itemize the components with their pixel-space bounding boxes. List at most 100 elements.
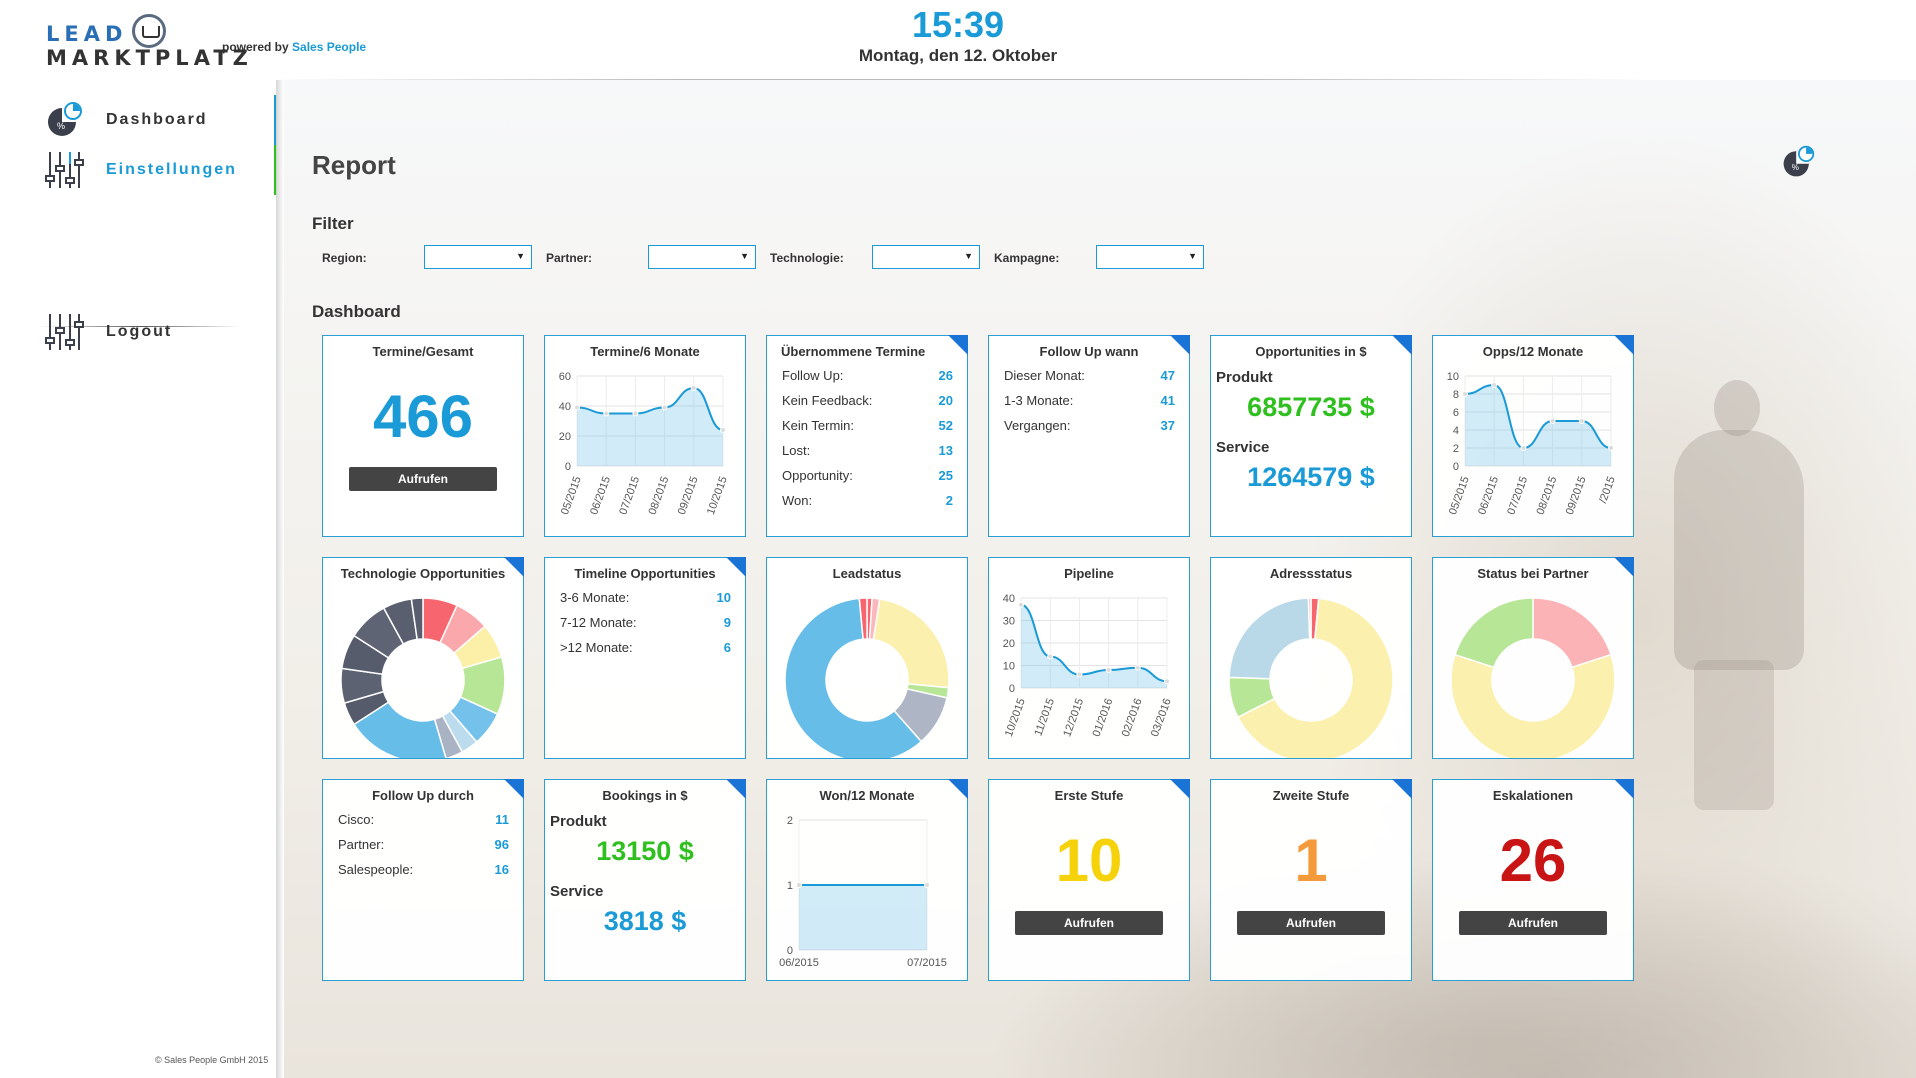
- dashboard-pie-icon[interactable]: %: [1780, 144, 1816, 180]
- data-point: [603, 410, 610, 417]
- technologie-select[interactable]: ▼: [872, 245, 980, 269]
- card-pipeline: Pipeline 0 10 20 30 40 10/2015 11/2015 12/2015 0…: [988, 557, 1190, 759]
- open-eskalationen-button[interactable]: Aufrufen: [1459, 911, 1607, 935]
- sidebar-item-label: Dashboard: [106, 111, 208, 128]
- x-tick-label: 09/2015: [676, 475, 701, 516]
- data-point: [924, 882, 930, 888]
- technologie-donut-chart: [340, 597, 506, 758]
- logo-tagline: powered by Sales People: [222, 40, 367, 54]
- sidebar: % Dashboard Einstellungen: [0, 80, 278, 1078]
- x-tick-label: 07/2015: [907, 957, 947, 969]
- card-title: Eskalationen: [1492, 788, 1574, 803]
- opps-12m-area-chart: 0 2 4 6 8 10 05/2015 06/2015 07/2015 08/2015 09/20…: [1447, 371, 1618, 516]
- y-tick-label: 2: [787, 815, 793, 827]
- x-tick-label: 06/2015: [779, 957, 819, 969]
- erste-stufe-value: 10: [1055, 827, 1123, 894]
- card-title: Status bei Partner: [1477, 566, 1589, 581]
- adressstatus-donut-chart: [1228, 597, 1394, 758]
- data-point: [1047, 653, 1054, 660]
- filter-label-region: Region:: [322, 251, 367, 265]
- nav-active-marker: [274, 95, 277, 145]
- data-point: [1164, 678, 1170, 685]
- y-tick-label: 40: [559, 401, 571, 413]
- card-timeline-opportunities: Timeline Opportunities 3-6 Monate: 10 7-1…: [544, 557, 746, 759]
- series-area: [799, 885, 927, 950]
- x-tick-label: 10/2015: [1003, 697, 1028, 738]
- partner-select[interactable]: ▼: [648, 245, 756, 269]
- data-point: [1105, 667, 1112, 673]
- donut-slice: [872, 598, 950, 689]
- sidebar-item-dashboard[interactable]: % Dashboard: [44, 100, 276, 140]
- product-bookings-value: 13150 $: [596, 836, 694, 866]
- data-point: [632, 410, 639, 417]
- open-zweite-stufe-button[interactable]: Aufrufen: [1237, 911, 1385, 935]
- y-tick-label: 0: [1009, 683, 1015, 695]
- list-item: 3-6 Monate: 10: [560, 590, 731, 605]
- dashboard-title: Dashboard: [312, 302, 401, 321]
- card-title: Übernommene Termine: [781, 344, 926, 359]
- open-erste-stufe-button[interactable]: Aufrufen: [1015, 911, 1163, 935]
- x-tick-label: 05/2015: [559, 475, 584, 516]
- y-tick-label: 1: [787, 880, 793, 892]
- y-tick-label: 0: [1453, 461, 1459, 473]
- card-title: Termine/Gesamt: [372, 344, 474, 359]
- card-won-12-monate: Won/12 Monate 0 1 2 06/2015 07/2015: [766, 779, 968, 981]
- sliders-icon: [45, 152, 84, 188]
- card-follow-up-durch: Follow Up durch Cisco: 11 Partner: 96 Sale…: [322, 779, 524, 981]
- x-tick-label: 05/2015: [1447, 475, 1472, 516]
- pipeline-area-chart: 0 10 20 30 40 10/2015 11/2015 12/2015 01/2016 02/…: [1003, 593, 1174, 738]
- card-erste-stufe: Erste Stufe 10 Aufrufen: [988, 779, 1190, 981]
- app-logo[interactable]: LEADMARKTPLATZ powered by Sales People: [46, 14, 376, 70]
- nav-active-marker: [274, 145, 277, 195]
- status-partner-donut-chart: [1450, 597, 1616, 758]
- data-point: [690, 385, 697, 391]
- background-hiker-image: [1644, 380, 1824, 810]
- series-area: [1465, 385, 1611, 466]
- card-title: Bookings in $: [602, 788, 688, 803]
- header-divider: [270, 79, 1650, 80]
- y-tick-label: 0: [787, 945, 793, 957]
- sidebar-item-label: Einstellungen: [106, 161, 237, 178]
- termine-6m-area-chart: 0 20 40 60 05/2015 06/2015 07/2015 08/2015 09/20…: [559, 371, 730, 516]
- won-12m-area-chart: 0 1 2 06/2015 07/2015: [779, 815, 947, 969]
- zweite-stufe-value: 1: [1294, 827, 1328, 894]
- data-point: [1578, 418, 1585, 424]
- card-termine-gesamt: Termine/Gesamt 466 Aufrufen: [322, 335, 524, 537]
- x-tick-label: 02/2016: [1120, 697, 1145, 738]
- open-appointments-button[interactable]: Aufrufen: [349, 467, 497, 491]
- card-eskalationen: Eskalationen 26 Aufrufen: [1432, 779, 1634, 981]
- copyright: © Sales People GmbH 2015: [155, 1055, 269, 1065]
- list-item: 1-3 Monate: 41: [1004, 393, 1175, 408]
- y-tick-label: 8: [1453, 389, 1459, 401]
- card-follow-up-wann: Follow Up wann Dieser Monat: 47 1-3 Monat…: [988, 335, 1190, 537]
- card-technologie-opportunities: Technologie Opportunities: [322, 557, 524, 759]
- list-item: 7-12 Monate: 9: [560, 615, 731, 630]
- product-label: Produkt: [550, 813, 607, 830]
- kampagne-select[interactable]: ▼: [1096, 245, 1204, 269]
- card-title: Termine/6 Monate: [590, 344, 700, 359]
- card-uebernommene-termine: Übernommene Termine Follow Up: 26 Kein Fe…: [766, 335, 968, 537]
- data-point: [1462, 391, 1468, 397]
- service-opportunities-value: 1264579 $: [1247, 462, 1375, 492]
- x-tick-label: 12/2015: [1061, 697, 1086, 738]
- card-title: Follow Up wann: [1039, 344, 1139, 359]
- series-area: [1021, 604, 1167, 688]
- dropdown-arrow-icon: ▼: [740, 251, 749, 261]
- donut-slice: [784, 597, 923, 758]
- data-point: [720, 427, 726, 433]
- card-title: Won/12 Monate: [819, 788, 915, 803]
- y-tick-label: 2: [1453, 443, 1459, 455]
- y-tick-label: 60: [559, 371, 571, 383]
- service-label: Service: [550, 883, 604, 900]
- x-tick-label: 10/2015: [705, 475, 730, 516]
- list-item: Lost: 13: [782, 443, 953, 458]
- y-tick-label: 10: [1003, 661, 1015, 673]
- donut-slice: [1228, 597, 1311, 680]
- list-item: Vergangen: 37: [1004, 418, 1175, 433]
- list-item: Follow Up: 26: [782, 368, 953, 383]
- card-adressstatus: Adressstatus: [1210, 557, 1412, 759]
- sidebar-item-logout[interactable]: Logout: [44, 312, 276, 352]
- region-select[interactable]: ▼: [424, 245, 532, 269]
- sidebar-item-settings[interactable]: Einstellungen: [44, 150, 276, 190]
- donut-slice: [858, 597, 868, 640]
